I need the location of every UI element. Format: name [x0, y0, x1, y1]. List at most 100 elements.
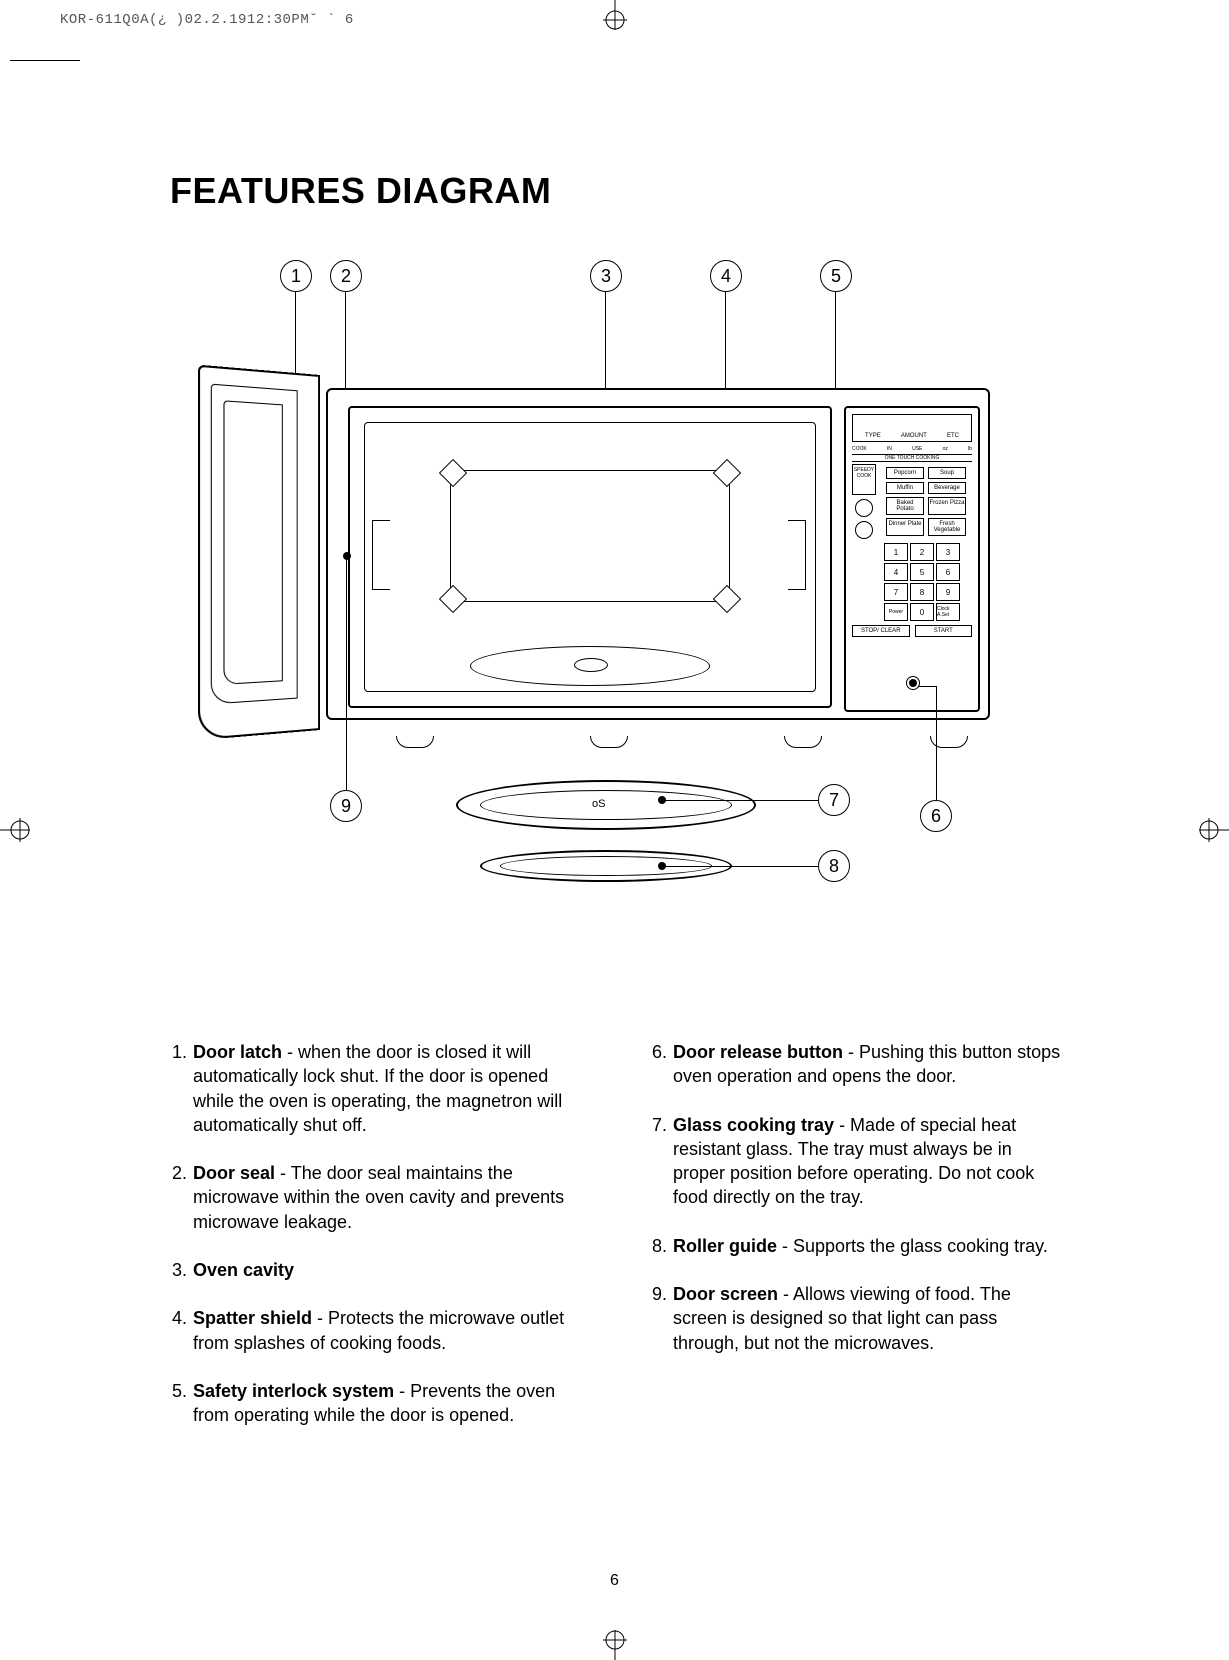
feature-item: 8.Roller guide - Supports the glass cook…: [645, 1234, 1065, 1258]
glass-tray-inner: [480, 790, 732, 820]
feature-text: Safety interlock system - Prevents the o…: [193, 1379, 585, 1428]
feature-item: 9.Door screen - Allows viewing of food. …: [645, 1282, 1065, 1355]
feature-number: 6.: [645, 1040, 673, 1089]
disp-label: ETC: [947, 433, 959, 439]
foot: [396, 736, 434, 748]
features-left-col: 1.Door latch - when the door is closed i…: [165, 1040, 585, 1452]
features-right-col: 6.Door release button - Pushing this but…: [645, 1040, 1065, 1452]
page-title: FEATURES DIAGRAM: [170, 170, 551, 212]
header-code: KOR-611Q0A(¿ )02.2.1912:30PM˘ ` 6: [60, 12, 354, 28]
keypad: 1 2 3 4 5 6 7 8 9 Power 0 Clock A.Set: [884, 543, 972, 621]
foot: [784, 736, 822, 748]
feature-number: 4.: [165, 1306, 193, 1355]
crop-mark-bottom: [595, 1620, 635, 1660]
key[interactable]: 8: [910, 583, 934, 601]
quick-area: SPEEDY COOK Popcorn Soup Muffin Beverage B…: [852, 464, 972, 539]
feature-text: Oven cavity: [193, 1258, 585, 1282]
bracket-left: [372, 520, 390, 590]
status-row: COOK IN USE oz lb: [852, 446, 972, 452]
leader-dot: [658, 862, 666, 870]
status: IN: [887, 446, 892, 452]
status: lb: [968, 446, 972, 452]
quick-button[interactable]: Beverage: [928, 482, 966, 494]
leader-dot: [343, 552, 351, 560]
feature-item: 5.Safety interlock system - Prevents the…: [165, 1379, 585, 1428]
glass-knob: oS: [592, 798, 605, 810]
quick-button[interactable]: Frozen Pizza: [928, 497, 966, 515]
foot: [590, 736, 628, 748]
feature-item: 7.Glass cooking tray - Made of special h…: [645, 1113, 1065, 1210]
callout-4: 4: [710, 260, 742, 292]
crop-mark-top: [595, 0, 635, 40]
key[interactable]: 2: [910, 543, 934, 561]
feature-term: Oven cavity: [193, 1260, 294, 1280]
quick-button[interactable]: Dinner Plate: [886, 518, 924, 536]
callout-9: 9: [330, 790, 362, 822]
key[interactable]: 4: [884, 563, 908, 581]
door-screen: [223, 400, 282, 685]
feature-text: Door screen - Allows viewing of food. Th…: [673, 1282, 1065, 1355]
feature-text: Door seal - The door seal maintains the …: [193, 1161, 585, 1234]
quick-button[interactable]: Soup: [928, 467, 966, 479]
leader: [936, 686, 937, 800]
dial-icon[interactable]: [855, 499, 873, 517]
feature-number: 8.: [645, 1234, 673, 1258]
quick-button[interactable]: Popcorn: [886, 467, 924, 479]
feature-text: Door release button - Pushing this butto…: [673, 1040, 1065, 1089]
stop-clear-button[interactable]: STOP/ CLEAR: [852, 625, 910, 637]
control-panel: TYPE AMOUNT ETC COOK IN USE oz lb ONE TO…: [844, 406, 980, 712]
key[interactable]: 5: [910, 563, 934, 581]
status: USE: [912, 446, 922, 452]
page-number: 6: [610, 1572, 619, 1590]
callout-2: 2: [330, 260, 362, 292]
callout-3: 3: [590, 260, 622, 292]
key[interactable]: 0: [910, 603, 934, 621]
section-label: ONE TOUCH COOKING: [852, 454, 972, 462]
feature-item: 2.Door seal - The door seal maintains th…: [165, 1161, 585, 1234]
feature-number: 2.: [165, 1161, 193, 1234]
feature-text: Roller guide - Supports the glass cookin…: [673, 1234, 1065, 1258]
crop-mark-left: [0, 810, 40, 850]
microwave-illustration: TYPE AMOUNT ETC COOK IN USE oz lb ONE TO…: [230, 400, 990, 730]
feature-number: 1.: [165, 1040, 193, 1137]
feature-number: 5.: [165, 1379, 193, 1428]
panel-bottom: STOP/ CLEAR START: [852, 625, 972, 637]
feature-term: Door screen: [673, 1284, 778, 1304]
feature-text: Glass cooking tray - Made of special hea…: [673, 1113, 1065, 1210]
feature-number: 9.: [645, 1282, 673, 1355]
key[interactable]: 3: [936, 543, 960, 561]
oven-door: [198, 365, 320, 741]
callout-1: 1: [280, 260, 312, 292]
top-rule: [10, 60, 80, 61]
features-list: 1.Door latch - when the door is closed i…: [165, 1040, 1065, 1452]
leader-dot: [658, 796, 666, 804]
quick-button[interactable]: Baked Potato: [886, 497, 924, 515]
feature-text: Door latch - when the door is closed it …: [193, 1040, 585, 1137]
feature-term: Spatter shield: [193, 1308, 312, 1328]
key[interactable]: Clock A.Set: [936, 603, 960, 621]
feature-term: Door release button: [673, 1042, 843, 1062]
callout-5: 5: [820, 260, 852, 292]
spatter-shield: [450, 470, 730, 602]
feature-term: Door seal: [193, 1163, 275, 1183]
feature-term: Safety interlock system: [193, 1381, 394, 1401]
quick-button[interactable]: Fresh Vegetable: [928, 518, 966, 536]
quick-button[interactable]: Muffin: [886, 482, 924, 494]
feature-item: 3.Oven cavity: [165, 1258, 585, 1282]
disp-label: AMOUNT: [901, 433, 927, 439]
key[interactable]: Power: [884, 603, 908, 621]
disp-label: TYPE: [865, 433, 881, 439]
key[interactable]: 9: [936, 583, 960, 601]
key[interactable]: 7: [884, 583, 908, 601]
feature-item: 1.Door latch - when the door is closed i…: [165, 1040, 585, 1137]
features-diagram: 1 2 3 4 5 TYPE AMOUNT: [200, 260, 1020, 960]
leader: [662, 800, 818, 801]
start-button[interactable]: START: [915, 625, 973, 637]
key[interactable]: 6: [936, 563, 960, 581]
feature-term: Glass cooking tray: [673, 1115, 834, 1135]
leader: [918, 686, 937, 687]
feature-number: 7.: [645, 1113, 673, 1210]
speedy-cook-button[interactable]: SPEEDY COOK: [852, 464, 876, 495]
key[interactable]: 1: [884, 543, 908, 561]
dial-icon[interactable]: [855, 521, 873, 539]
